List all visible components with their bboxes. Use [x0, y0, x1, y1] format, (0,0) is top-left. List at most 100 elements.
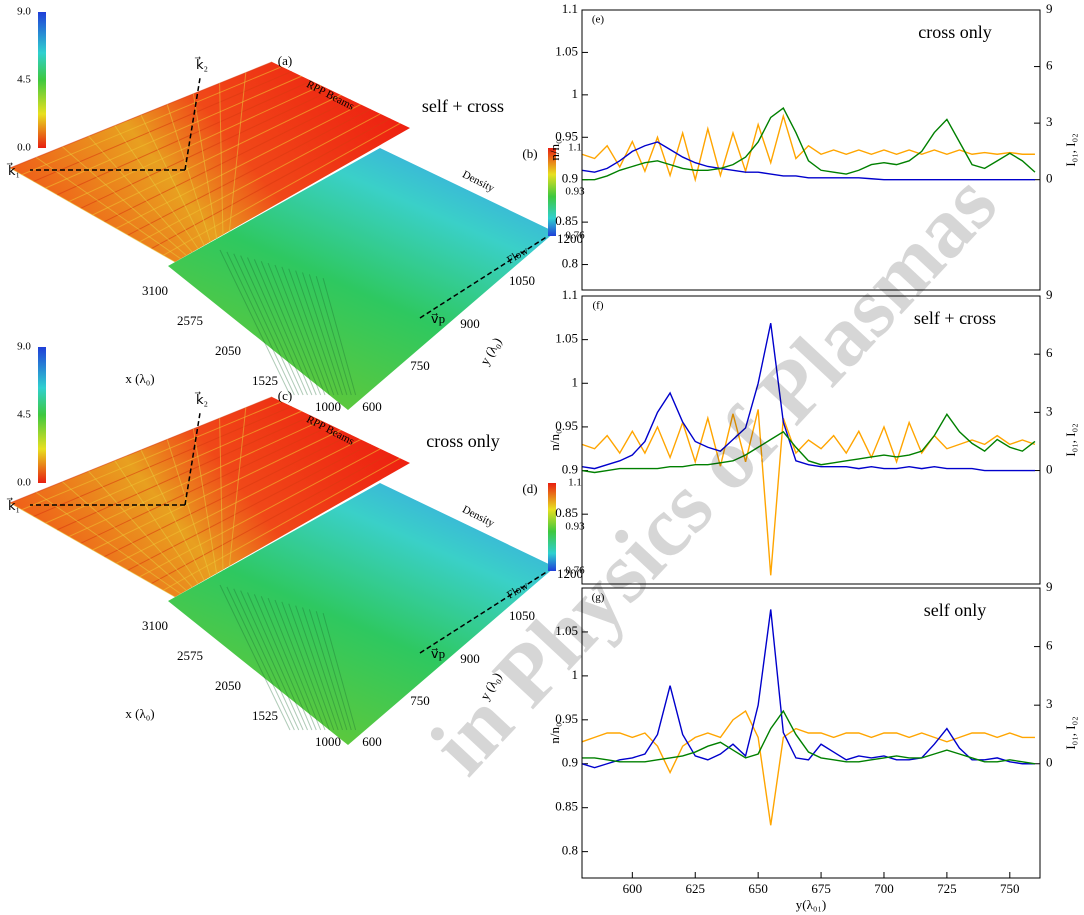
beam-stripe [127, 108, 371, 236]
density-colorbar [548, 148, 556, 236]
beam-stripe [68, 85, 322, 203]
plot-frame [581, 9, 1041, 291]
vp-label: v⃗p [431, 311, 445, 326]
density-surface [168, 148, 555, 410]
y2-tick-label: 3 [1046, 403, 1053, 418]
beam-stripe [68, 420, 322, 538]
density-ripple [302, 272, 343, 396]
density-ripple [281, 266, 330, 396]
x-tick-label: 1000 [315, 399, 341, 414]
beam-stripe [192, 428, 218, 577]
y-tick-label: 1200 [557, 566, 583, 581]
y-tick-label: 1.1 [562, 287, 578, 302]
y-tick-label: 1050 [509, 273, 535, 288]
line-chart: 0.85 0.9 0.95 1 1.05 1.1 0 3 6 9 (f) self + cross n/… [547, 287, 1078, 585]
x-tick-label: 1000 [315, 734, 341, 749]
density-ripple [260, 261, 317, 396]
beam-stripe [21, 66, 283, 176]
density-ripple [253, 259, 313, 396]
beam-stripe [9, 502, 176, 598]
y-tick-label: 900 [460, 651, 480, 666]
beam-stripe [92, 94, 342, 216]
y2-tick-label: 6 [1046, 345, 1053, 360]
density-colorbar [548, 483, 556, 571]
x-axis-label: y(λ₀₁) [796, 897, 827, 912]
x-tick-label: 2050 [215, 343, 241, 358]
beam-surface [10, 397, 410, 597]
y-tick-label: 0.95 [555, 711, 578, 726]
series-line [582, 323, 1035, 472]
beam-stripe [62, 481, 188, 592]
k1-label: k⃗₁ [6, 498, 20, 513]
density-ripple [308, 274, 348, 396]
panel-label: (d) [522, 481, 537, 496]
y2-axis-label: I₀₁, I₀₂ [1063, 133, 1078, 166]
colorbar-tick-label: 0.0 [17, 477, 31, 489]
y-tick-label: 1.1 [562, 1, 578, 16]
density-ripple [315, 276, 352, 396]
density-ripple [240, 255, 304, 396]
beam-stripe [35, 156, 182, 260]
density-ripple [247, 592, 308, 731]
y-tick-label: 1.05 [555, 623, 578, 638]
x-tick-label: 1525 [252, 373, 278, 388]
beam-stripe [104, 434, 352, 558]
density-ripple [288, 268, 335, 396]
beam-stripe [104, 99, 352, 223]
y-tick-label: 900 [460, 316, 480, 331]
beam-stripe [114, 460, 200, 586]
y-tick-label: 0.85 [555, 505, 578, 520]
density-ripple [260, 596, 317, 731]
panel-label: (e) [592, 14, 605, 26]
density-ripple [247, 257, 308, 396]
panel-label: (g) [592, 592, 605, 604]
colorbar-tick-label: 4.5 [17, 74, 31, 86]
y-axis-label: n/n₀ [547, 429, 562, 450]
y-tick-label: 750 [410, 358, 430, 373]
beam-stripe [33, 70, 292, 182]
beam-stripe [62, 146, 188, 257]
x-tick-label: 2050 [215, 678, 241, 693]
colorbar-tick-label: 4.5 [17, 409, 31, 421]
density-ripple [219, 249, 291, 396]
density-ripple [274, 264, 326, 396]
density-ripple [240, 590, 304, 731]
series-line [582, 609, 1035, 769]
colorbar-tick-label: 0.76 [565, 565, 585, 577]
series-line [582, 113, 1035, 183]
x-tick-label: 650 [748, 881, 768, 896]
k1-label: k⃗₁ [6, 163, 20, 178]
beam-stripe [166, 104, 212, 245]
x-axis-label: x (λ₀) [125, 706, 154, 721]
colorbar-tick-label: 0.93 [565, 521, 585, 533]
y-tick-label: 0.8 [562, 256, 578, 271]
x-tick-label: 700 [874, 881, 894, 896]
y2-tick-label: 9 [1046, 287, 1053, 302]
panel-title: self only [924, 600, 987, 620]
beam-stripe [162, 122, 401, 256]
beam-stripe [162, 457, 401, 591]
density-ripple [295, 605, 339, 731]
y2-tick-label: 9 [1046, 1, 1053, 16]
beam-stripe [21, 401, 283, 511]
panel-label: (a) [278, 53, 292, 68]
colorbar-tick-label: 0.76 [565, 230, 585, 242]
x-tick-label: 3100 [142, 283, 168, 298]
beam-stripe [151, 118, 391, 250]
surface-panel: 9.04.50.0 1.10.930.76k⃗₁k⃗₂v⃗p(a)(b)RPP B… [6, 6, 585, 414]
density-ripple [219, 584, 291, 731]
beam-surface [10, 62, 410, 262]
k2-label: k⃗₂ [194, 57, 208, 72]
y-tick-label: 0.8 [562, 843, 578, 858]
y-tick-label: 1 [572, 374, 579, 389]
beam-stripe [140, 449, 206, 583]
beam-stripe [127, 443, 371, 571]
y-tick-label: 0.95 [555, 128, 578, 143]
line-panels: 0.8 0.85 0.9 0.95 1 1.05 1.1 0 3 6 9 (e) cross only n… [547, 1, 1078, 912]
vp-arrow [419, 235, 549, 319]
plot-frame [581, 587, 1041, 879]
y2-axis-label: I₀₁, I₀₂ [1063, 423, 1078, 456]
density-ripple [288, 603, 335, 731]
density-ripple [267, 262, 322, 396]
